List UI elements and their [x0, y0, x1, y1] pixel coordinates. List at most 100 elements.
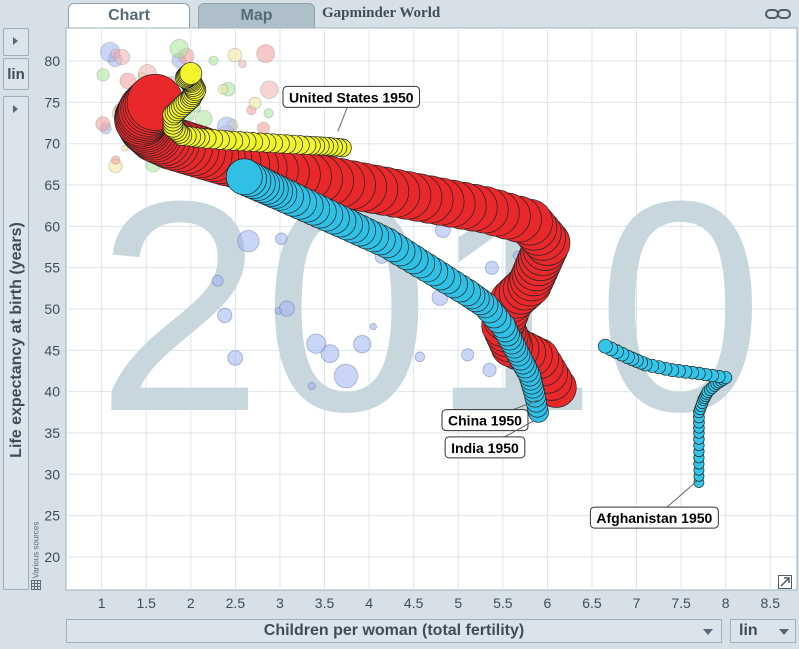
y-tick-label: 60 [44, 218, 60, 234]
y-tick-label: 65 [44, 177, 60, 193]
trail [162, 62, 352, 158]
background-bubble [96, 68, 110, 82]
background-bubble [260, 80, 279, 100]
y-tick-label: 25 [44, 508, 60, 524]
resize-icon[interactable] [778, 575, 792, 589]
background-bubble [121, 144, 129, 152]
annotation-label: Afghanistan 1950 [596, 510, 712, 526]
background-bubble [95, 116, 111, 132]
app-title: Gapminder World [322, 5, 441, 21]
y-tick-label: 30 [44, 466, 60, 482]
trail [114, 74, 577, 408]
x-tick-label: 4 [365, 595, 373, 611]
tab-bar: Chart Map Gapminder World [0, 0, 799, 28]
tab-map[interactable]: Map [198, 3, 315, 28]
y-tick-label: 75 [44, 94, 60, 110]
x-scale-button[interactable]: lin [730, 619, 796, 643]
chevron-right-icon [13, 105, 18, 113]
annotation: India 1950 [444, 420, 535, 459]
background-bubble [306, 333, 327, 354]
y-tick-label: 55 [44, 260, 60, 276]
background-bubble [275, 232, 288, 246]
background-bubble [369, 322, 377, 331]
x-tick-label: 2.5 [226, 595, 246, 611]
x-ticks: 1 1.5 2 2.5 3 3.5 4 4.5 5 5.5 6 6.5 7 7.5 8 8.5 [98, 595, 780, 611]
trail-bubble [597, 338, 613, 354]
trails [114, 62, 733, 488]
background-bubble [256, 44, 276, 64]
y-tick-label: 20 [44, 549, 60, 565]
annotation: Afghanistan 1950 [589, 480, 719, 529]
y-axis-menu-toggle[interactable] [3, 28, 29, 56]
background-bubble [333, 363, 359, 389]
annotation-box [441, 409, 529, 432]
x-tick-label: 8 [722, 595, 730, 611]
y-tick-label: 45 [44, 342, 60, 358]
x-tick-label: 6 [543, 595, 551, 611]
x-tick-label: 2 [187, 595, 195, 611]
x-tick-label: 5.5 [493, 595, 513, 611]
x-tick-label: 3.5 [315, 595, 335, 611]
trail [225, 158, 549, 423]
background-bubble [119, 72, 137, 90]
background-bubble [237, 229, 260, 253]
background-bubble [169, 38, 190, 59]
background-bubble [484, 260, 499, 275]
x-tick-label: 3 [276, 595, 284, 611]
x-tick-label: 8.5 [761, 595, 781, 611]
y-tick-label: 70 [44, 136, 60, 152]
y-tick-label: 35 [44, 425, 60, 441]
trail-bubble [179, 62, 203, 85]
background-bubble [256, 121, 271, 135]
background-bubble [353, 334, 372, 354]
annotation: China 1950 [441, 399, 539, 432]
background-bubble [482, 362, 497, 378]
annotation-box [589, 506, 719, 529]
background-bubble [237, 59, 247, 69]
background-bubble [227, 350, 244, 366]
trail [597, 338, 733, 488]
background-bubble [217, 83, 229, 95]
background-bubble [208, 55, 219, 66]
background-bubble [227, 47, 243, 63]
background-bubble [461, 348, 475, 362]
background-bubble [278, 300, 295, 317]
y-scale-button[interactable]: lin [3, 58, 29, 90]
x-tick-label: 1 [98, 595, 106, 611]
x-tick-label: 5 [454, 595, 462, 611]
x-tick-label: 6.5 [582, 595, 602, 611]
x-tick-label: 4.5 [404, 595, 424, 611]
background-bubble [217, 307, 233, 324]
chevron-down-icon [779, 629, 789, 635]
annotations: United States 1950 China 1950 India 1950 Af… [282, 85, 719, 529]
y-tick-label: 40 [44, 384, 60, 400]
link-icon[interactable] [765, 7, 791, 21]
x-tick-label: 7 [633, 595, 641, 611]
chevron-down-icon [703, 629, 713, 635]
y-tick-label: 80 [44, 53, 60, 69]
background-bubble [263, 108, 274, 119]
annotation: United States 1950 [282, 85, 421, 132]
background-bubble [211, 274, 224, 287]
background-bubble [113, 48, 131, 66]
tab-chart[interactable]: Chart [68, 3, 190, 28]
y-axis-selector[interactable] [3, 96, 29, 590]
y-scale-label: lin [7, 66, 25, 83]
x-axis-selector[interactable]: Children per woman (total fertility) [66, 619, 722, 643]
x-tick-label: 7.5 [671, 595, 691, 611]
background-bubble [274, 307, 283, 315]
annotation-label: China 1950 [448, 413, 522, 429]
x-scale-label: lin [739, 622, 758, 639]
chevron-right-icon [13, 37, 18, 45]
y-ticks: 20 25 30 35 40 45 50 55 60 65 70 75 80 [44, 53, 60, 565]
x-axis-title: Children per woman (total fertility) [263, 622, 525, 639]
annotation-label: United States 1950 [289, 89, 414, 105]
annotation-box [444, 436, 526, 459]
background-bubble [110, 155, 121, 165]
y-tick-label: 50 [44, 301, 60, 317]
trail-bubble [225, 158, 263, 196]
background-bubble [414, 351, 426, 363]
table-icon[interactable] [31, 580, 41, 590]
annotation-box [282, 85, 421, 108]
annotation-label: India 1950 [451, 440, 519, 456]
